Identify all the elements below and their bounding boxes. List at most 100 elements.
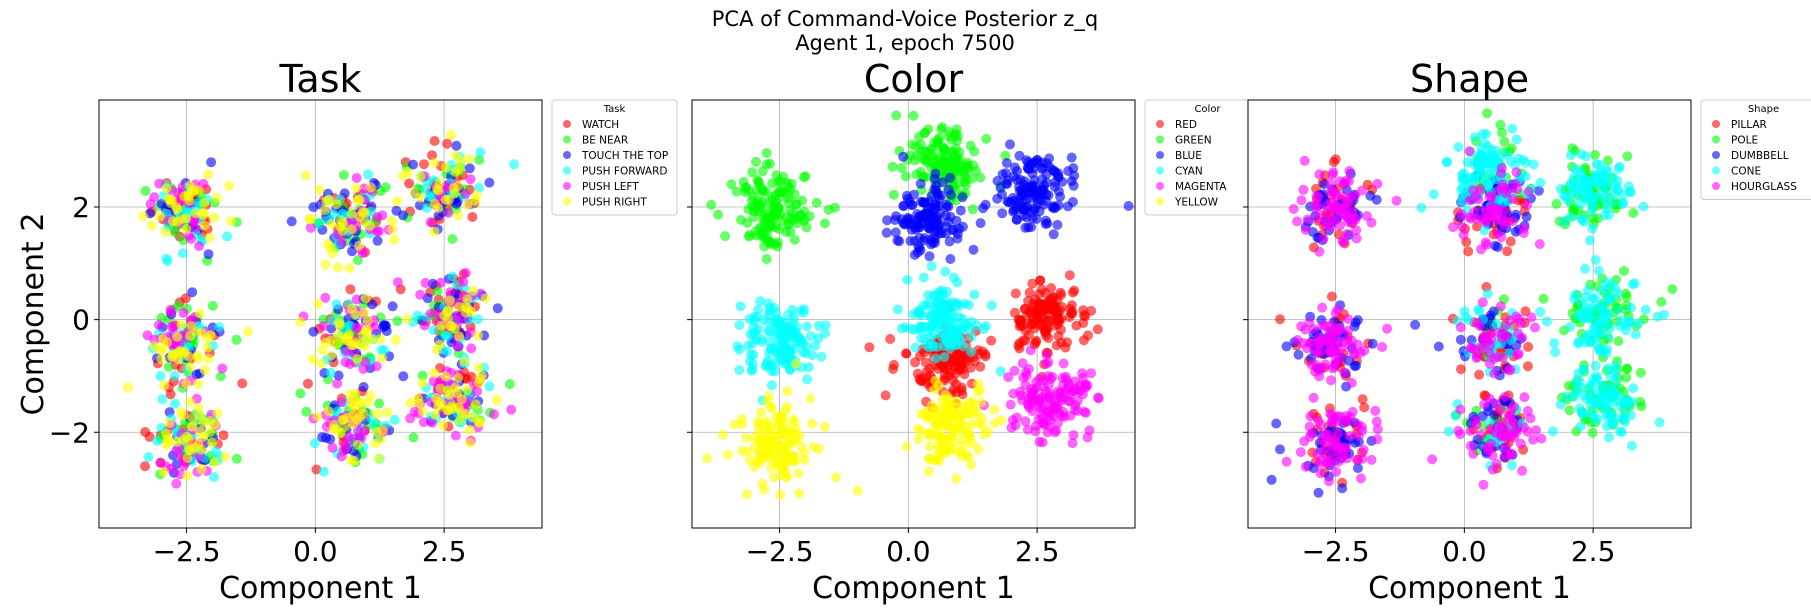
data-point [1010, 420, 1021, 431]
data-point [1513, 328, 1524, 339]
data-point [1351, 360, 1361, 371]
data-point [1628, 208, 1639, 218]
data-point [1067, 438, 1078, 449]
data-point [745, 349, 756, 360]
data-point [335, 221, 346, 232]
data-point [1427, 454, 1438, 465]
data-point [1569, 294, 1580, 304]
data-point [444, 389, 455, 400]
series-cyan [732, 261, 1006, 406]
data-point [1565, 322, 1575, 332]
legend-label: MAGENTA [1175, 181, 1227, 193]
x-tick-label: 0.0 [293, 535, 338, 568]
y-tick-label: 0 [72, 304, 90, 337]
data-point [450, 430, 461, 441]
data-point [207, 300, 218, 311]
data-point [164, 418, 175, 429]
data-point [799, 304, 810, 315]
data-point [358, 364, 369, 374]
data-point [462, 294, 473, 305]
data-point [807, 418, 818, 429]
data-point [1008, 192, 1018, 203]
data-point [336, 237, 347, 248]
data-point [337, 414, 348, 425]
data-point [1441, 157, 1452, 168]
data-point [199, 220, 210, 231]
data-point [1023, 295, 1034, 306]
data-point [1093, 393, 1104, 404]
data-point [345, 284, 356, 295]
data-point [1502, 413, 1513, 424]
data-point [1497, 333, 1507, 344]
data-point [332, 262, 343, 273]
data-point [794, 488, 805, 499]
data-point [1331, 466, 1342, 477]
data-point [1021, 312, 1032, 322]
data-point [203, 353, 214, 364]
data-point [1630, 329, 1641, 340]
data-point [320, 259, 331, 270]
data-point [365, 182, 376, 193]
data-point [976, 397, 987, 408]
data-point [798, 172, 809, 183]
data-point [304, 213, 315, 224]
data-point [720, 231, 731, 242]
data-point [765, 344, 776, 355]
data-point [805, 331, 816, 342]
data-point [1341, 197, 1352, 208]
data-point [390, 334, 401, 345]
data-point [1013, 340, 1024, 351]
data-point [1456, 364, 1466, 375]
data-point [1299, 155, 1310, 166]
data-point [391, 205, 402, 216]
data-point [1328, 167, 1339, 178]
data-point [988, 404, 999, 415]
data-point [913, 434, 924, 445]
data-point [761, 416, 772, 427]
data-point [1335, 220, 1345, 231]
data-point [1599, 380, 1610, 391]
data-point [1496, 163, 1507, 173]
data-point [940, 390, 951, 400]
data-point [424, 191, 435, 202]
data-point [1022, 162, 1033, 173]
data-point [1453, 425, 1464, 436]
data-point [447, 271, 458, 282]
data-point [950, 437, 961, 448]
data-point [387, 224, 398, 235]
legend-label: RED [1175, 119, 1197, 131]
data-point [167, 351, 178, 362]
data-point [352, 439, 363, 450]
data-point [1516, 318, 1527, 329]
data-point [1580, 263, 1590, 274]
data-point [1472, 318, 1482, 328]
data-point [928, 290, 939, 301]
data-point [140, 185, 151, 196]
data-point [734, 365, 745, 375]
data-point [1045, 398, 1056, 408]
data-point [726, 179, 737, 190]
data-point [473, 330, 484, 341]
data-point [1041, 189, 1052, 200]
data-point [454, 302, 465, 312]
data-point [954, 223, 964, 234]
data-point [1371, 416, 1382, 427]
data-point [931, 180, 942, 191]
data-point [753, 304, 764, 315]
data-point [1275, 444, 1285, 455]
data-point [1066, 300, 1077, 311]
data-point [771, 307, 781, 318]
data-point [1048, 229, 1059, 240]
data-point [484, 177, 495, 188]
data-point [1616, 315, 1627, 326]
legend-title: Shape [1748, 104, 1779, 115]
data-point [1618, 189, 1628, 200]
data-point [178, 307, 189, 318]
data-point [480, 293, 491, 304]
data-point [237, 378, 248, 389]
data-point [1484, 348, 1495, 359]
series-cone [1416, 123, 1669, 471]
data-point [1476, 429, 1487, 440]
points [123, 130, 520, 489]
data-point [158, 343, 168, 354]
